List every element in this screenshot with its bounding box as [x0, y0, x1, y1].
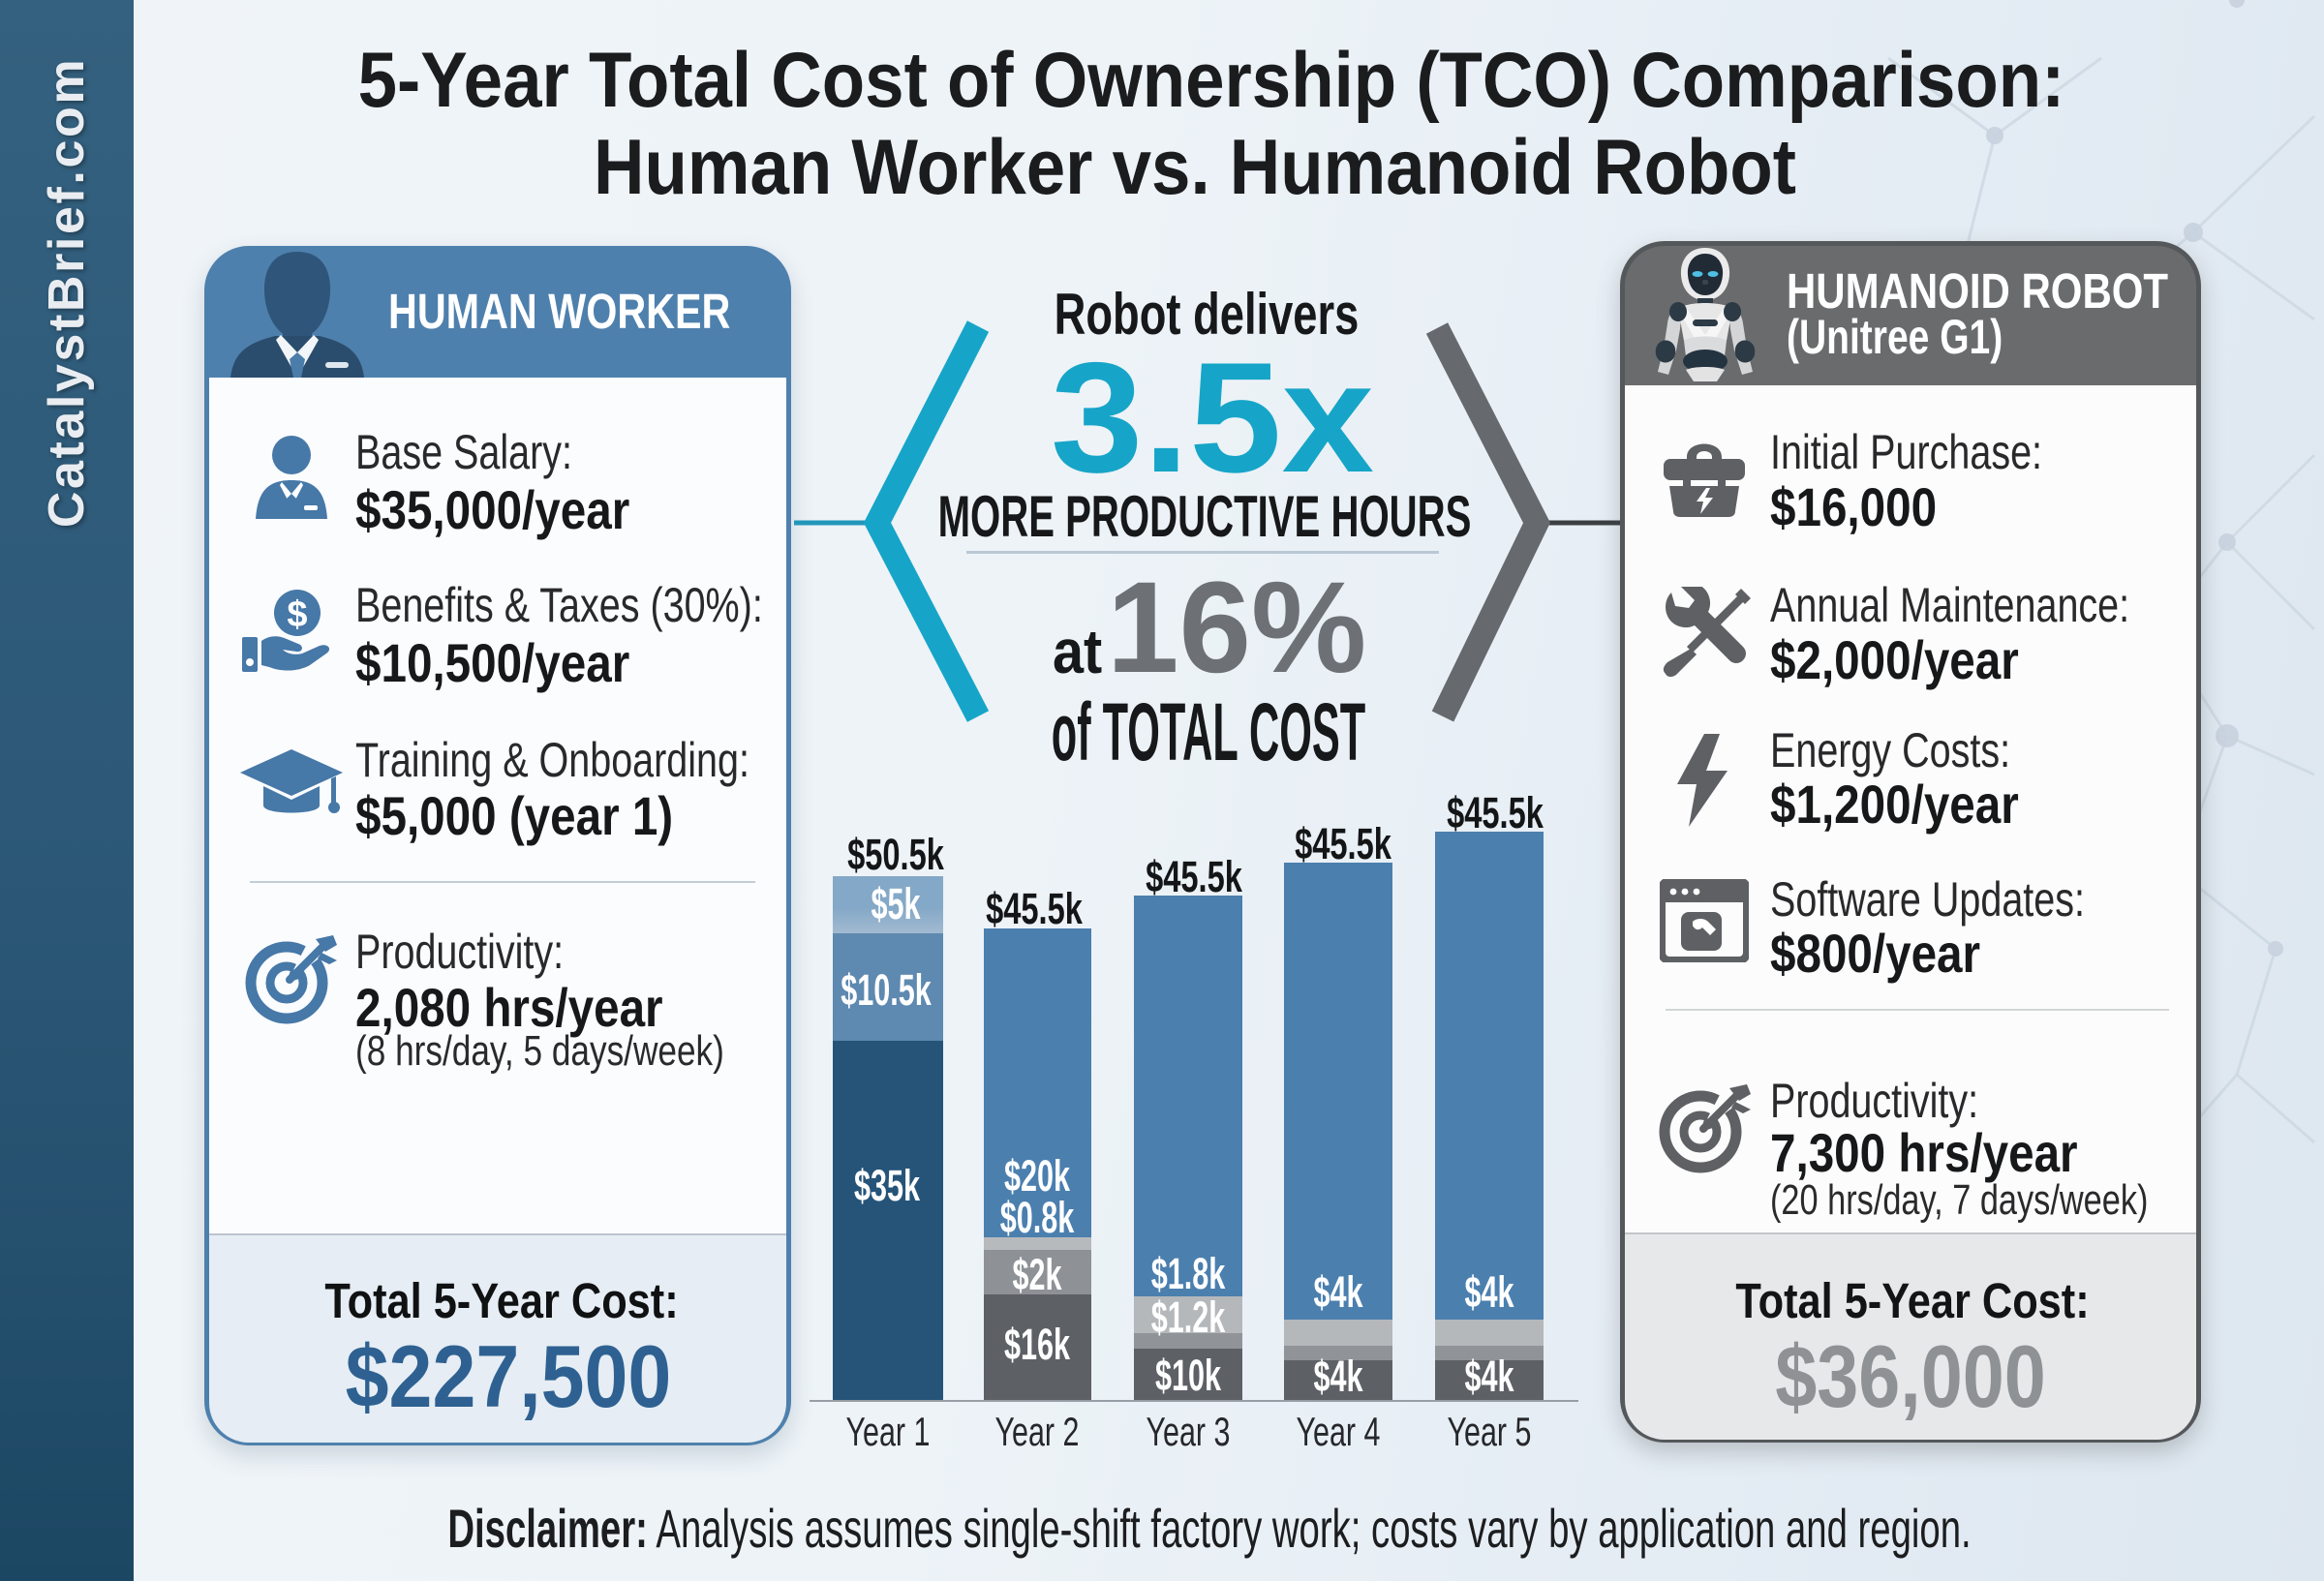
svg-text:$: $: [287, 594, 307, 635]
